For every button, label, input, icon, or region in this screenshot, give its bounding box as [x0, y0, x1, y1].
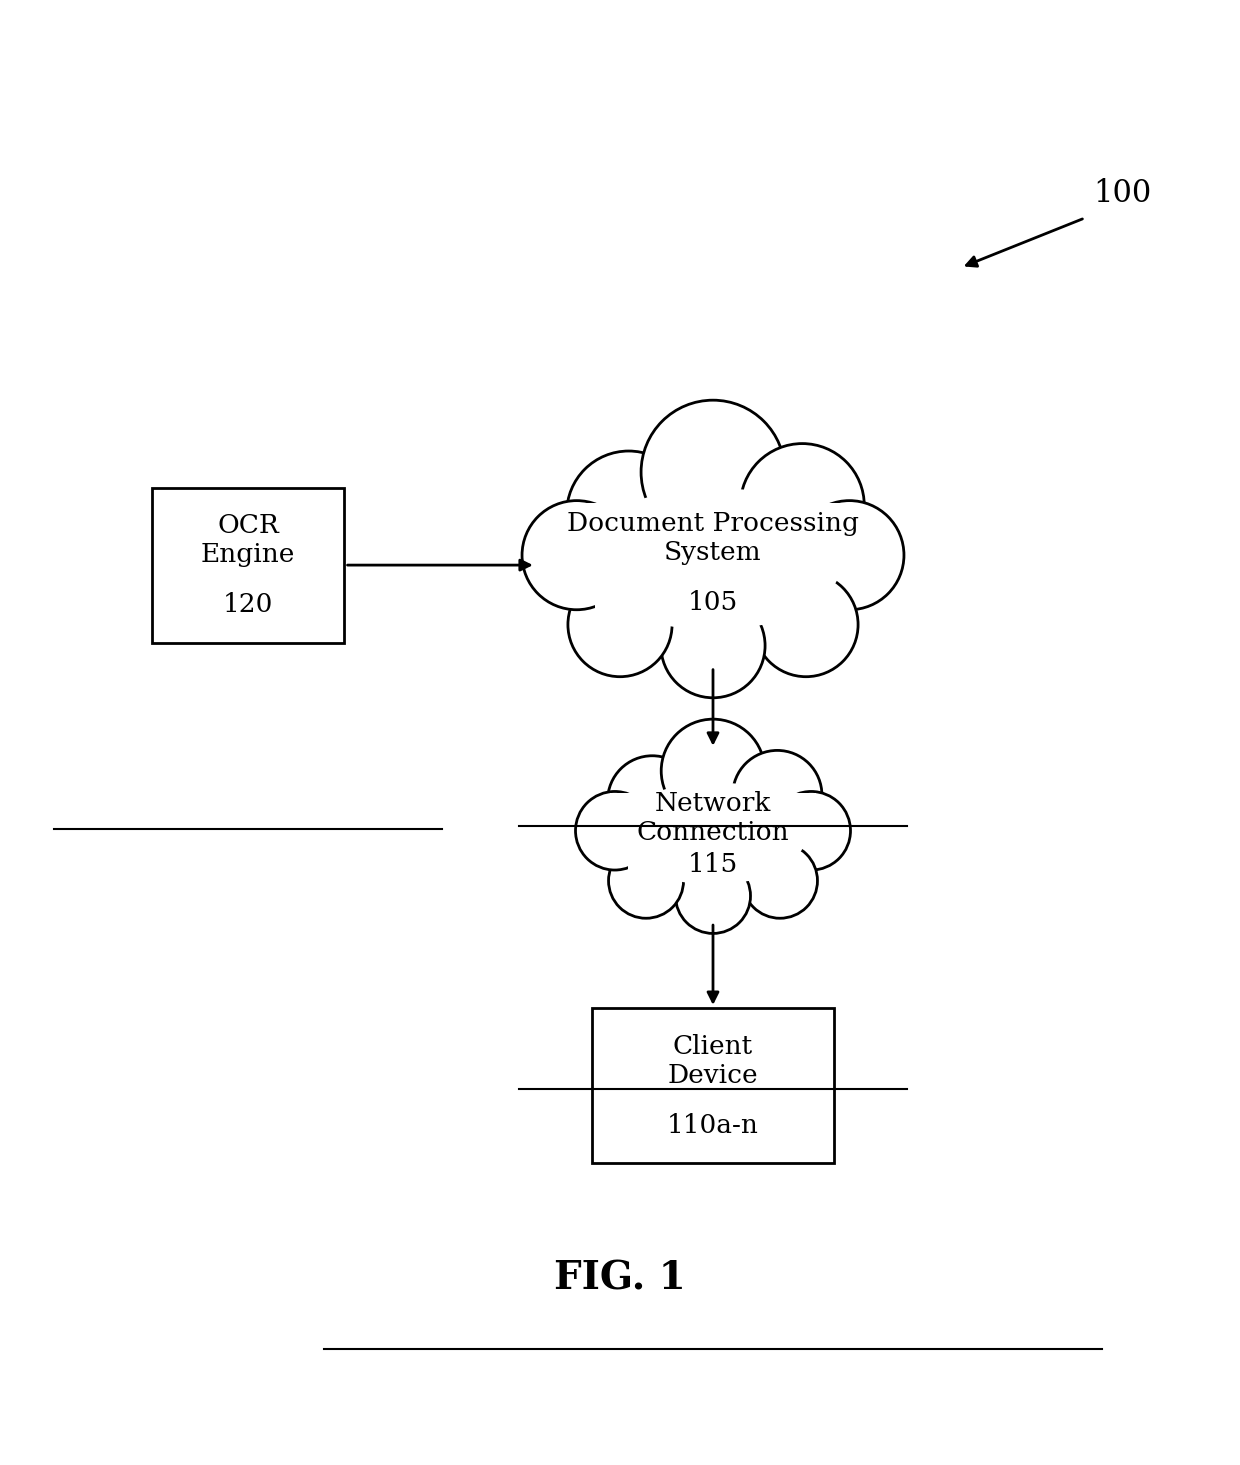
Text: 115: 115 — [688, 853, 738, 878]
Circle shape — [609, 844, 683, 919]
FancyBboxPatch shape — [151, 488, 345, 643]
Text: Client
Device: Client Device — [667, 1034, 759, 1088]
Text: 120: 120 — [223, 592, 273, 617]
Circle shape — [733, 750, 822, 839]
Text: Document Processing
System: Document Processing System — [567, 511, 859, 565]
Ellipse shape — [619, 782, 807, 885]
Circle shape — [641, 400, 785, 544]
Circle shape — [743, 844, 817, 919]
Circle shape — [575, 791, 653, 870]
Circle shape — [795, 501, 904, 609]
Circle shape — [522, 501, 631, 609]
Circle shape — [568, 573, 672, 677]
Bar — [629, 795, 797, 880]
Circle shape — [740, 444, 864, 567]
Circle shape — [567, 451, 691, 576]
Text: OCR
Engine: OCR Engine — [201, 513, 295, 567]
Bar — [595, 507, 831, 624]
Circle shape — [661, 593, 765, 697]
Bar — [610, 793, 816, 847]
Ellipse shape — [583, 488, 843, 630]
Circle shape — [773, 791, 851, 870]
Text: 110a-n: 110a-n — [667, 1113, 759, 1138]
Circle shape — [676, 858, 750, 933]
Circle shape — [754, 573, 858, 677]
Circle shape — [608, 756, 697, 845]
Circle shape — [661, 719, 765, 823]
Text: 100: 100 — [1094, 177, 1151, 208]
FancyBboxPatch shape — [591, 1008, 833, 1163]
Text: Network
Connection: Network Connection — [636, 791, 790, 845]
Bar — [570, 502, 856, 577]
Text: FIG. 1: FIG. 1 — [554, 1258, 686, 1297]
Text: 105: 105 — [688, 590, 738, 615]
